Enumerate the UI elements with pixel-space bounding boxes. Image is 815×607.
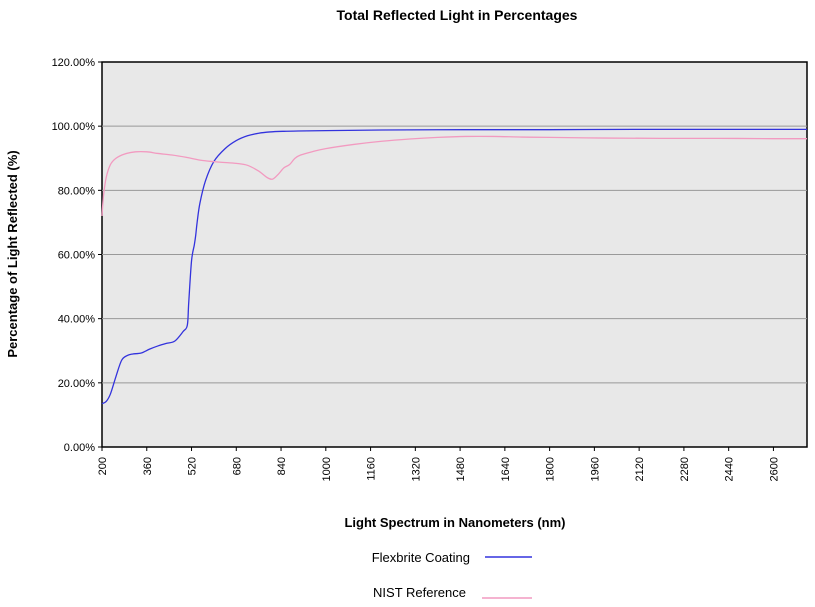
y-tick-label: 60.00%	[58, 250, 96, 262]
x-tick-label: 840	[276, 457, 288, 475]
x-tick-label: 2600	[768, 457, 780, 481]
y-tick-label: 20.00%	[58, 378, 96, 390]
y-tick-label: 100.00%	[52, 121, 96, 133]
x-tick-label: 1000	[321, 457, 333, 481]
x-axis-title: Light Spectrum in Nanometers (nm)	[344, 515, 565, 530]
y-axis-title: Percentage of Light Reflected (%)	[5, 150, 20, 357]
x-tick-label: 1640	[500, 457, 512, 481]
series-line-1	[101, 135, 808, 217]
y-tick-label: 0.00%	[64, 442, 95, 454]
x-tick-label: 520	[187, 457, 199, 475]
x-tick-label: 680	[231, 457, 243, 475]
series-lines	[101, 128, 808, 405]
legend-label-nist: NIST Reference	[373, 585, 466, 600]
x-axis-ticks: 200 360 520 680 840 1000 1160 1320 1480 1640 1800 1…	[97, 447, 780, 481]
x-tick-label: 2120	[634, 457, 646, 481]
x-tick-label: 1160	[366, 457, 378, 481]
x-tick-label: 1320	[410, 457, 422, 481]
x-tick-label: 1480	[455, 457, 467, 481]
x-tick-label: 1800	[545, 457, 557, 481]
x-tick-label: 360	[142, 457, 154, 475]
x-tick-label: 1960	[589, 457, 601, 481]
gridlines	[102, 125, 807, 384]
x-tick-label: 2440	[724, 457, 736, 481]
y-axis-ticks: 0.00% 20.00% 40.00% 60.00% 80.00% 100.00% 120.…	[52, 57, 102, 454]
legend: Flexbrite Coating NIST Reference	[372, 550, 532, 600]
series-line-0	[101, 128, 807, 405]
legend-label-flexbrite: Flexbrite Coating	[372, 550, 470, 565]
y-tick-label: 40.00%	[58, 314, 96, 326]
y-tick-label: 120.00%	[52, 57, 96, 69]
y-tick-label: 80.00%	[58, 185, 96, 197]
x-tick-label: 2280	[679, 457, 691, 481]
x-tick-label: 200	[97, 457, 109, 475]
chart-title: Total Reflected Light in Percentages	[337, 7, 578, 23]
